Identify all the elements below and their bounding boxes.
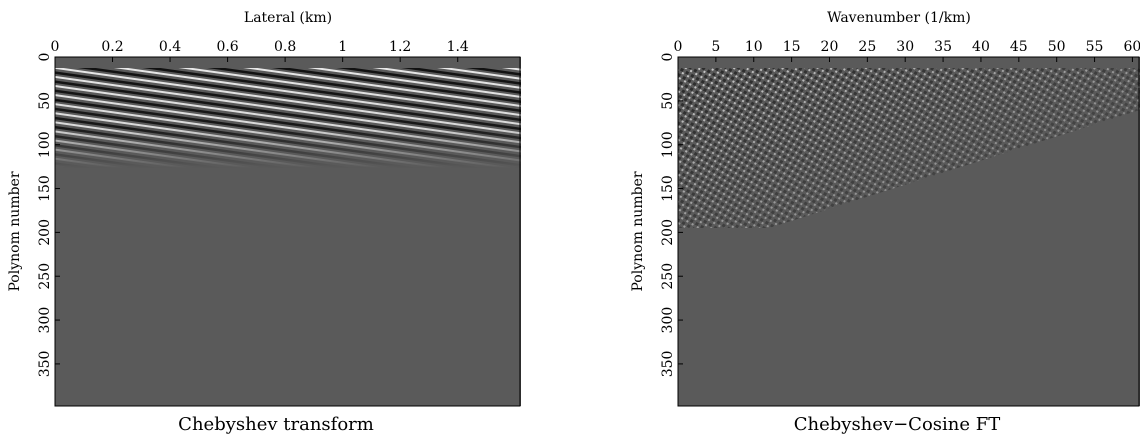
x-tick-label: 35 [934, 39, 952, 55]
y-tick-label: 150 [660, 175, 676, 202]
y-tick-label: 350 [660, 351, 676, 378]
x-tick-label: 0.2 [101, 39, 123, 55]
y-tick-label: 300 [37, 307, 53, 334]
x-tick-label: 0 [51, 39, 60, 55]
y-axis-label: Polynom number [7, 171, 23, 291]
x-tick-label: 0.4 [159, 39, 181, 55]
y-axis-label: Polynom number [630, 171, 646, 291]
x-tick-label: 40 [972, 39, 990, 55]
y-tick-label: 250 [37, 263, 53, 290]
x-tick-label: 50 [1048, 39, 1066, 55]
y-tick-label: 200 [660, 219, 676, 246]
y-tick-label: 0 [660, 53, 676, 62]
y-tick-label: 200 [37, 219, 53, 246]
y-tick-label: 300 [660, 307, 676, 334]
y-tick-label: 50 [37, 92, 53, 110]
image-texture [55, 68, 521, 228]
x-tick-label: 1 [338, 39, 347, 55]
image-frame [54, 56, 521, 407]
x-tick-label: 45 [1010, 39, 1028, 55]
image-frame [677, 56, 1140, 407]
x-tick-label: 1.4 [447, 39, 469, 55]
x-tick-label: 10 [745, 39, 763, 55]
y-tick-label: 0 [37, 53, 53, 62]
x-tick-label: 0.6 [216, 39, 238, 55]
x-tick-label: 60 [1124, 39, 1140, 55]
x-tick-label: 55 [1086, 39, 1104, 55]
x-axis-label: Wavenumber (1/km) [827, 10, 971, 26]
chart-title: Chebyshev−Cosine FT [794, 414, 1001, 435]
y-tick-label: 250 [660, 263, 676, 290]
y-tick-label: 350 [37, 351, 53, 378]
y-tick-label: 150 [37, 175, 53, 202]
x-axis-label: Lateral (km) [244, 10, 332, 26]
x-tick-label: 15 [783, 39, 801, 55]
y-tick-label: 50 [660, 92, 676, 110]
image-texture [678, 68, 1140, 228]
x-tick-label: 5 [711, 39, 720, 55]
x-tick-label: 20 [821, 39, 839, 55]
x-tick-label: 25 [858, 39, 876, 55]
x-tick-label: 1.2 [389, 39, 411, 55]
x-tick-label: 0.8 [274, 39, 296, 55]
x-tick-label: 30 [896, 39, 914, 55]
y-tick-label: 100 [660, 131, 676, 158]
y-tick-label: 100 [37, 131, 53, 158]
chart-title: Chebyshev transform [178, 414, 374, 435]
x-tick-label: 0 [674, 39, 683, 55]
